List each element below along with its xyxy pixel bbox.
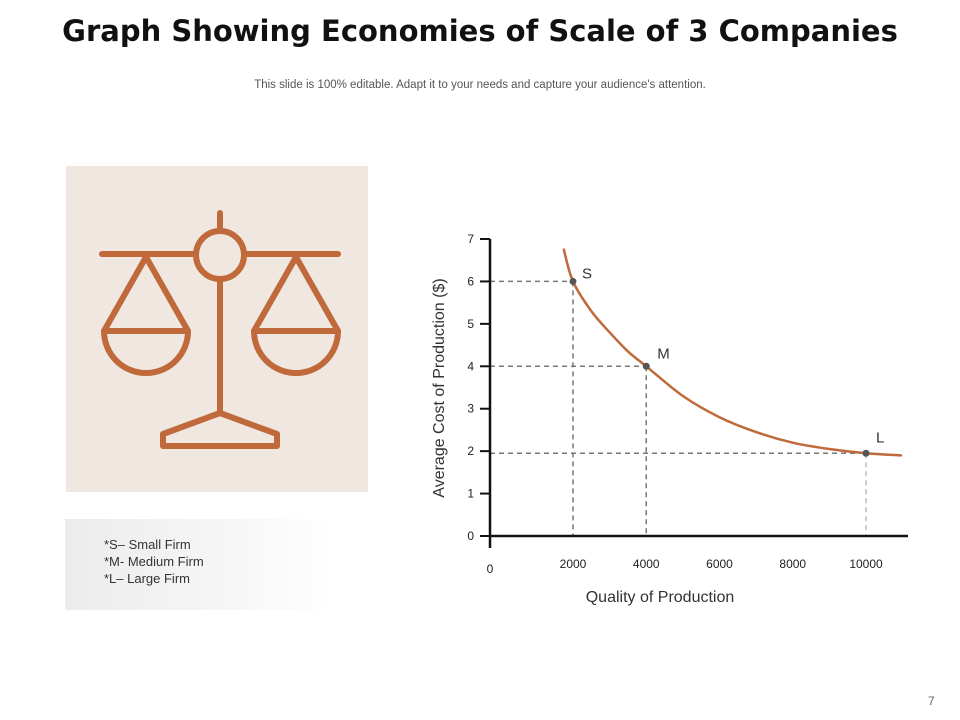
legend-item-large: *L– Large Firm bbox=[104, 571, 190, 586]
x-origin-label: 0 bbox=[487, 562, 494, 576]
legend-item-small: *S– Small Firm bbox=[104, 537, 191, 552]
legend-item-medium: *M- Medium Firm bbox=[104, 554, 204, 569]
y-tick-label: 0 bbox=[467, 529, 474, 543]
y-tick-label: 6 bbox=[467, 274, 474, 288]
point-s bbox=[569, 277, 577, 285]
point-label-s: S bbox=[582, 265, 592, 282]
x-tick-label: 4000 bbox=[633, 557, 660, 571]
point-m bbox=[642, 362, 650, 370]
cost-curve bbox=[562, 248, 903, 457]
x-tick-label: 8000 bbox=[779, 557, 806, 571]
y-tick-label: 1 bbox=[467, 487, 474, 501]
icon-panel bbox=[66, 166, 368, 492]
y-tick-label: 5 bbox=[467, 317, 474, 331]
point-label-l: L bbox=[876, 429, 884, 446]
x-tick-label: 2000 bbox=[560, 557, 587, 571]
y-tick-label: 2 bbox=[467, 444, 474, 458]
y-tick-label: 3 bbox=[467, 402, 474, 416]
x-tick-label: 10000 bbox=[849, 557, 883, 571]
point-label-m: M bbox=[657, 345, 670, 362]
x-axis-title: Quality of Production bbox=[586, 589, 735, 606]
y-tick-label: 7 bbox=[467, 232, 474, 246]
slide-title: Graph Showing Economies of Scale of 3 Co… bbox=[62, 14, 898, 48]
x-tick-label: 6000 bbox=[706, 557, 733, 571]
y-tick-label: 4 bbox=[467, 359, 474, 373]
y-axis-title: Average Cost of Production ($) bbox=[431, 278, 448, 497]
balance-scale-icon bbox=[99, 210, 341, 449]
slide-subtitle: This slide is 100% editable. Adapt it to… bbox=[254, 79, 706, 91]
legend-box: *S– Small Firm *M- Medium Firm *L– Large… bbox=[65, 519, 335, 610]
page-number: 7 bbox=[928, 694, 935, 708]
point-l bbox=[862, 449, 870, 457]
